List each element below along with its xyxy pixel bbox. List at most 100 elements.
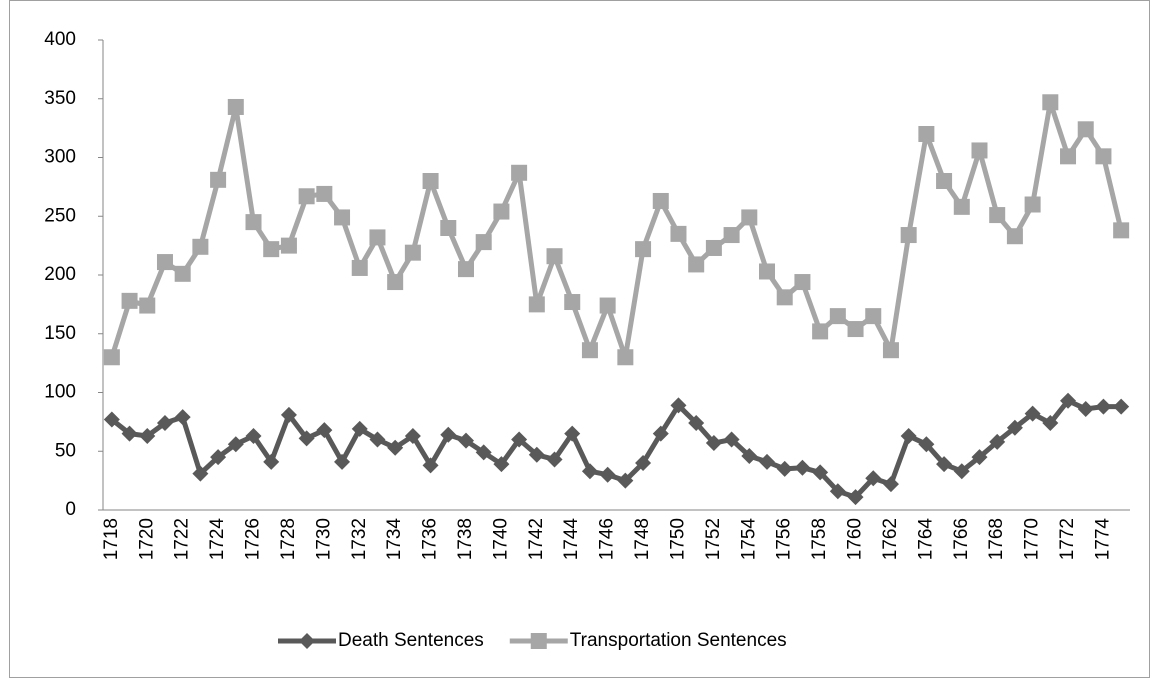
data-point xyxy=(1060,148,1077,165)
data-point xyxy=(652,425,669,442)
data-point xyxy=(794,274,811,291)
x-tick-label: 1746 xyxy=(597,518,618,560)
data-point xyxy=(422,457,439,474)
y-tick-label: 50 xyxy=(55,440,76,461)
x-tick-label: 1720 xyxy=(136,518,157,560)
data-point xyxy=(334,209,351,226)
data-point xyxy=(369,229,386,246)
data-point xyxy=(280,237,297,254)
x-tick-label: 1726 xyxy=(243,518,264,560)
data-point xyxy=(103,349,120,366)
data-point xyxy=(670,225,687,242)
x-tick-label: 1758 xyxy=(809,518,830,560)
data-point xyxy=(404,427,421,444)
data-point xyxy=(829,483,846,500)
data-point xyxy=(351,259,368,276)
x-tick-label: 1730 xyxy=(313,518,334,560)
data-point xyxy=(617,472,634,489)
data-point xyxy=(156,415,173,432)
data-point xyxy=(210,171,227,188)
data-point xyxy=(564,294,581,311)
data-point xyxy=(1077,121,1094,138)
data-point xyxy=(156,254,173,271)
data-point xyxy=(1113,222,1130,239)
data-point xyxy=(882,342,899,359)
data-point xyxy=(227,436,244,453)
legend-marker xyxy=(299,633,315,649)
data-point xyxy=(918,436,935,453)
data-point xyxy=(440,220,457,236)
y-tick-label: 200 xyxy=(44,264,76,285)
data-point xyxy=(936,456,953,473)
data-point xyxy=(1024,196,1041,213)
x-tick-label: 1762 xyxy=(880,518,901,560)
data-point xyxy=(528,446,545,463)
x-tick-label: 1756 xyxy=(774,518,795,560)
x-tick-label: 1774 xyxy=(1092,518,1113,561)
data-point xyxy=(1006,228,1023,245)
y-tick-label: 250 xyxy=(44,205,76,226)
data-point xyxy=(245,427,262,444)
data-point xyxy=(989,207,1006,224)
x-tick-label: 1732 xyxy=(349,518,370,560)
data-point xyxy=(635,455,652,471)
x-tick-label: 1742 xyxy=(526,518,547,560)
data-point xyxy=(1006,419,1023,436)
y-tick-label: 400 xyxy=(44,29,76,50)
data-point xyxy=(812,464,829,481)
data-point xyxy=(705,239,722,256)
x-tick-label: 1768 xyxy=(986,518,1007,560)
data-point xyxy=(688,415,705,432)
data-point xyxy=(1024,405,1041,422)
data-point xyxy=(812,323,829,340)
data-point xyxy=(1042,94,1059,111)
data-point xyxy=(298,188,315,205)
data-point xyxy=(953,198,970,215)
x-tick-label: 1718 xyxy=(101,518,122,560)
data-point xyxy=(953,463,970,480)
x-tick-label: 1764 xyxy=(915,518,936,561)
data-point xyxy=(652,192,669,209)
data-point xyxy=(511,164,528,181)
data-point xyxy=(847,489,864,506)
y-tick-label: 350 xyxy=(44,88,76,109)
data-point xyxy=(546,451,563,468)
data-point xyxy=(581,342,598,359)
data-point xyxy=(971,142,988,159)
data-point xyxy=(1095,398,1112,415)
data-point xyxy=(546,248,563,265)
data-point xyxy=(599,297,616,314)
data-point xyxy=(1060,392,1077,409)
x-tick-label: 1744 xyxy=(561,518,582,561)
data-point xyxy=(475,234,492,251)
data-point xyxy=(741,209,758,226)
data-point xyxy=(316,422,333,439)
data-point xyxy=(776,460,793,477)
data-point xyxy=(759,263,776,280)
data-point xyxy=(103,411,120,428)
data-point xyxy=(705,435,722,452)
x-tick-label: 1722 xyxy=(172,518,193,560)
data-point xyxy=(387,439,404,456)
series-line xyxy=(109,99,1124,360)
legend-marker xyxy=(530,633,547,649)
data-point xyxy=(900,427,917,444)
data-point xyxy=(670,397,687,414)
legend-label: Death Sentences xyxy=(338,630,484,651)
data-point xyxy=(776,289,793,306)
data-point xyxy=(865,308,882,325)
x-tick-label: 1724 xyxy=(207,518,228,561)
chart-frame xyxy=(9,0,1150,678)
data-point xyxy=(280,406,297,423)
x-tick-label: 1750 xyxy=(667,518,688,560)
data-point xyxy=(847,321,864,338)
data-point xyxy=(316,185,333,202)
data-point xyxy=(829,308,846,325)
data-point xyxy=(1042,415,1059,432)
data-point xyxy=(174,265,191,282)
data-point xyxy=(298,430,315,447)
x-tick-label: 1738 xyxy=(455,518,476,560)
y-tick-label: 300 xyxy=(44,147,76,168)
data-point xyxy=(263,241,280,258)
data-point xyxy=(139,297,156,314)
